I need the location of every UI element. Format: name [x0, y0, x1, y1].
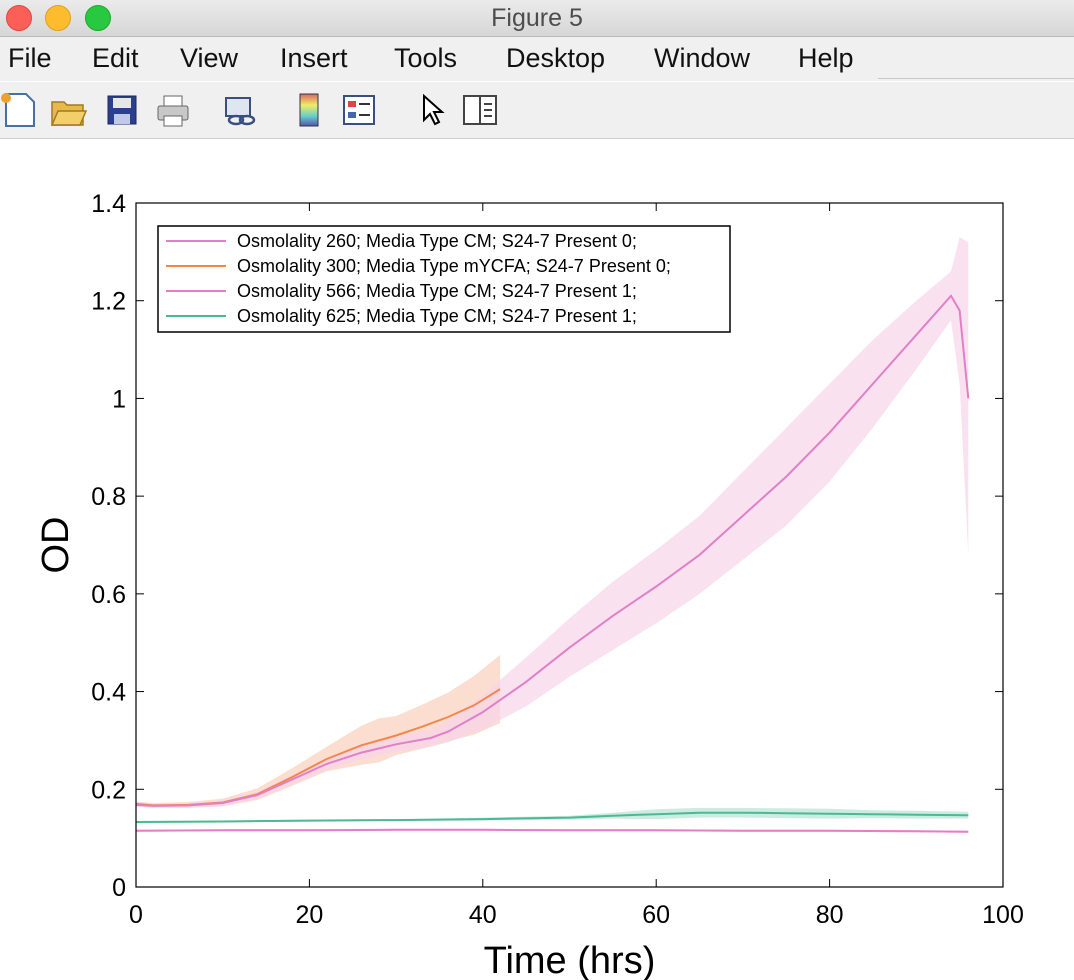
print-icon[interactable] — [154, 90, 194, 130]
window-title: Figure 5 — [491, 4, 583, 32]
legend-entry-1: Osmolality 260; Media Type CM; S24-7 Pre… — [237, 231, 637, 251]
menu-tools[interactable]: Tools — [394, 43, 458, 73]
menu-divider — [878, 78, 1074, 79]
y-tick-label: 1.2 — [91, 288, 126, 316]
y-tick-label: 0.4 — [91, 679, 126, 707]
x-tick-label: 100 — [982, 901, 1024, 929]
x-tick-label: 80 — [816, 901, 844, 929]
y-tick-label: 0.2 — [91, 776, 126, 804]
y-tick-label: 1.4 — [91, 190, 126, 218]
menu-edit[interactable]: Edit — [92, 43, 139, 73]
series-4-line[interactable] — [135, 811, 969, 823]
menu-file[interactable]: File — [8, 43, 52, 73]
pointer-icon[interactable] — [414, 90, 454, 130]
figure-canvas: 0 20 40 60 80 100 0 0.2 0.4 0.6 0.8 1 1.2 1.4 Time (h… — [0, 139, 1074, 980]
property-editor-icon[interactable] — [460, 90, 500, 130]
legend-icon[interactable] — [340, 90, 380, 130]
y-axis-label: OD — [35, 517, 77, 574]
minimize-window-button[interactable] — [45, 5, 71, 31]
x-tick-label: 60 — [642, 901, 670, 929]
save-icon[interactable] — [102, 90, 142, 130]
x-tick-label: 0 — [129, 901, 143, 929]
axes-frame — [135, 202, 1004, 888]
link-plot-icon[interactable] — [220, 90, 260, 130]
legend-entry-4: Osmolality 625; Media Type CM; S24-7 Pre… — [237, 306, 637, 326]
x-tick-label: 20 — [295, 901, 323, 929]
menu-help[interactable]: Help — [798, 43, 854, 73]
legend-box — [157, 225, 731, 333]
maximize-window-button[interactable] — [85, 5, 111, 31]
close-window-button[interactable] — [6, 5, 32, 31]
window-titlebar: Figure 5 — [0, 0, 1074, 37]
legend-entry-2: Osmolality 300; Media Type mYCFA; S24-7 … — [237, 256, 671, 276]
y-tick-label: 0.6 — [91, 581, 126, 609]
legend-entry-3: Osmolality 566; Media Type CM; S24-7 Pre… — [237, 281, 637, 301]
toolbar — [0, 82, 1074, 139]
line-chart[interactable]: 0 20 40 60 80 100 0 0.2 0.4 0.6 0.8 1 1.2 1.4 Time (h… — [0, 139, 1074, 980]
menu-view[interactable]: View — [180, 43, 239, 73]
open-file-icon[interactable] — [48, 90, 88, 130]
menu-insert[interactable]: Insert — [280, 43, 348, 73]
series-lines — [135, 294, 970, 833]
new-figure-icon[interactable] — [0, 90, 40, 130]
y-tick-label: 1 — [112, 385, 126, 413]
menu-bar: File Edit View Insert Tools Desktop Wind… — [0, 37, 1074, 81]
series-1-line[interactable] — [135, 828, 969, 833]
series-3-line[interactable] — [135, 294, 970, 807]
y-tick-label: 0 — [112, 874, 126, 902]
x-tick-label: 40 — [469, 901, 497, 929]
colorbar-icon[interactable] — [290, 90, 330, 130]
axis-ticks: 0 20 40 60 80 100 0 0.2 0.4 0.6 0.8 1 1.2 1.4 — [91, 190, 1024, 929]
series-4-band — [136, 807, 969, 823]
y-tick-label: 0.8 — [91, 483, 126, 511]
menu-desktop[interactable]: Desktop — [506, 43, 606, 73]
menu-window[interactable]: Window — [654, 43, 751, 73]
legend[interactable]: Osmolality 260; Media Type CM; S24-7 Pre… — [157, 225, 731, 333]
x-axis-label: Time (hrs) — [484, 940, 656, 980]
